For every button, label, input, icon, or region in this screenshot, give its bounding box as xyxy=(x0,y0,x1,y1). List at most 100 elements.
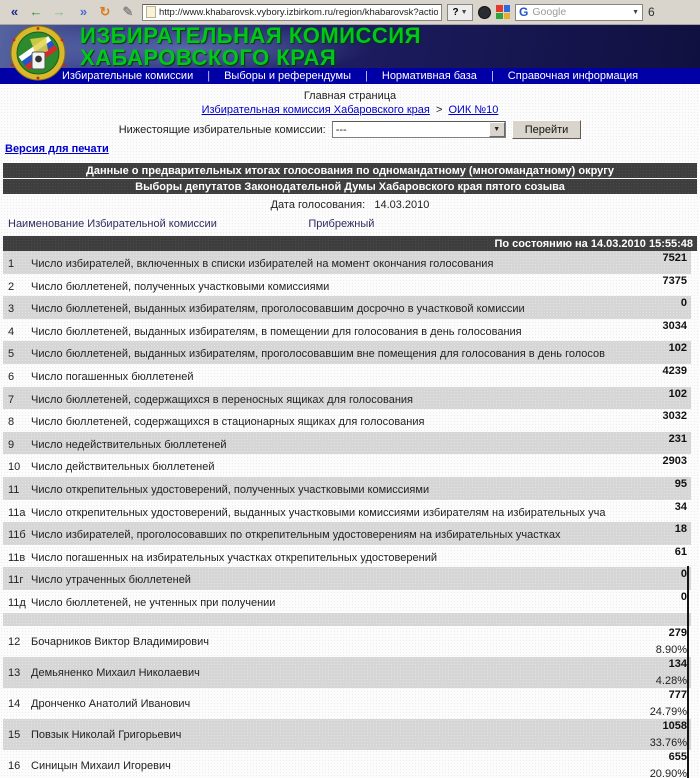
page-icon xyxy=(146,6,156,18)
nav-item-reference[interactable]: Справочная информация xyxy=(507,70,639,82)
table-row: 11д Число бюллетеней, не учтенных при по… xyxy=(3,590,691,613)
voting-date-row: Дата голосования: 14.03.2010 xyxy=(3,199,697,211)
commission-emblem-icon xyxy=(10,25,66,81)
row-value: 95 xyxy=(674,477,687,490)
messenger-icon[interactable] xyxy=(478,5,491,19)
candidate-percent: 8.90% xyxy=(655,643,687,656)
forward-icon[interactable]: → xyxy=(52,4,66,19)
table-row: 3 Число бюллетеней, выданных избирателям… xyxy=(3,296,691,319)
candidate-number: 13 xyxy=(8,666,21,679)
candidates-table: 12 Бочарников Виктор Владимирович 279 8.… xyxy=(3,626,691,778)
candidate-votes: 279 xyxy=(668,626,687,639)
browser-toolbar: « ← → » ↻ ✎ http://www.khabarovsk.vybory… xyxy=(0,0,700,25)
row-label: Число бюллетеней, не учтенных при получе… xyxy=(31,596,276,609)
row-value: 7521 xyxy=(662,252,687,264)
table-row: 1 Число избирателей, включенных в списки… xyxy=(3,251,691,274)
row-number: 5 xyxy=(8,348,15,361)
row-value: 4239 xyxy=(662,364,687,377)
table-row: 11а Число открепительных удостоверений, … xyxy=(3,500,691,523)
candidate-row: 14 Дронченко Анатолий Иванович 777 24.79… xyxy=(3,688,691,719)
print-version-link[interactable]: Версия для печати xyxy=(5,143,109,155)
nav-item-elections[interactable]: Выборы и референдумы xyxy=(224,70,352,82)
candidate-percent: 33.76% xyxy=(649,736,687,749)
row-label: Число недействительных бюллетеней xyxy=(31,438,227,451)
chevron-down-icon[interactable]: ▼ xyxy=(488,122,505,137)
rewind-icon[interactable]: « xyxy=(10,4,18,19)
commission-name-value: Прибрежный xyxy=(308,218,375,230)
page-content: Главная страница Избирательная комиссия … xyxy=(0,84,700,778)
row-label: Число бюллетеней, выданных избирателям, … xyxy=(31,325,522,338)
table-row: 11 Число открепительных удостоверений, п… xyxy=(3,476,691,500)
table-row: 9 Число недействительных бюллетеней 231 xyxy=(3,431,691,455)
subcommission-select[interactable]: --- ▼ xyxy=(331,121,506,138)
toolbar-partial-item: 6 xyxy=(648,5,655,19)
chevron-down-icon: ▼ xyxy=(460,8,468,16)
url-text[interactable]: http://www.khabarovsk.vybory.izbirkom.ru… xyxy=(159,6,438,18)
site-title-line2: ХАБАРОВСКОГО КРАЯ xyxy=(80,45,337,69)
row-value: 102 xyxy=(668,342,687,355)
window-border-line xyxy=(687,566,689,778)
table-row: 8 Число бюллетеней, содержащихся в стаци… xyxy=(3,409,691,432)
row-value: 18 xyxy=(674,523,687,536)
go-button[interactable]: Перейти xyxy=(511,120,582,139)
chevron-down-icon[interactable]: ▼ xyxy=(632,8,639,16)
table-row: 11г Число утраченных бюллетеней 0 xyxy=(3,567,691,590)
search-placeholder: Google xyxy=(532,6,567,18)
breadcrumb: Избирательная комиссия Хабаровского края… xyxy=(3,104,697,116)
candidate-name: Синицын Михаил Игоревич xyxy=(31,759,171,772)
subcommission-label: Нижестоящие избирательные комиссии: xyxy=(118,123,326,136)
candidate-number: 15 xyxy=(8,728,21,741)
table-row: 5 Число бюллетеней, выданных избирателям… xyxy=(3,341,691,364)
table-row: 7 Число бюллетеней, содержащихся в перен… xyxy=(3,386,691,410)
nav-separator: | xyxy=(207,70,211,82)
google-search-input[interactable]: G Google ▼ xyxy=(515,3,643,21)
google-toolbar-icon[interactable] xyxy=(496,5,510,19)
row-label: Число бюллетеней, полученных участковыми… xyxy=(31,280,330,293)
candidate-name: Повзык Николай Григорьевич xyxy=(31,728,182,741)
pencil-icon[interactable]: ✎ xyxy=(122,4,134,19)
candidate-row: 12 Бочарников Виктор Владимирович 279 8.… xyxy=(3,626,691,657)
table-spacer-row xyxy=(3,612,691,626)
row-label: Число погашенных бюллетеней xyxy=(31,370,194,383)
help-dropdown[interactable]: ? ▼ xyxy=(447,3,473,21)
row-value: 7375 xyxy=(662,274,687,287)
candidate-number: 12 xyxy=(8,635,21,648)
candidate-votes: 777 xyxy=(668,688,687,701)
row-label: Число бюллетеней, содержащихся в перенос… xyxy=(31,393,414,406)
fast-forward-icon[interactable]: » xyxy=(79,4,87,19)
reload-icon[interactable]: ↻ xyxy=(99,4,111,19)
back-icon[interactable]: ← xyxy=(29,4,43,19)
row-label: Число открепительных удостоверений, выда… xyxy=(31,506,606,519)
site-title: ИЗБИРАТЕЛЬНАЯ КОМИССИЯ ХАБАРОВСКОГО КРАЯ xyxy=(80,25,421,68)
row-label: Число действительных бюллетеней xyxy=(31,461,215,474)
candidate-name: Демьяненко Михаил Николаевич xyxy=(31,666,200,679)
row-label: Число бюллетеней, содержащихся в стацион… xyxy=(31,416,425,429)
breadcrumb-current-link[interactable]: ОИК №10 xyxy=(448,104,499,116)
row-number: 2 xyxy=(8,280,15,293)
row-value: 3034 xyxy=(662,319,687,332)
nav-separator: | xyxy=(365,70,368,82)
row-value: 231 xyxy=(668,432,687,445)
as-of-timestamp-bar: По состоянию на 14.03.2010 15:55:48 xyxy=(3,236,697,251)
row-value: 0 xyxy=(680,590,687,603)
nav-item-commissions[interactable]: Избирательные комиссии xyxy=(61,70,194,82)
breadcrumb-parent-link[interactable]: Избирательная комиссия Хабаровского края xyxy=(201,104,430,116)
results-table: 1 Число избирателей, включенных в списки… xyxy=(3,251,691,613)
breadcrumb-separator: > xyxy=(435,104,443,116)
home-page-label[interactable]: Главная страница xyxy=(303,90,397,102)
subcommission-select-value: --- xyxy=(335,123,347,136)
site-header: ИЗБИРАТЕЛЬНАЯ КОМИССИЯ ХАБАРОВСКОГО КРАЯ… xyxy=(0,25,700,84)
row-label: Число бюллетеней, выданных избирателям, … xyxy=(31,303,525,316)
row-number: 11б xyxy=(8,529,26,542)
candidate-number: 14 xyxy=(8,697,21,710)
address-bar[interactable]: http://www.khabarovsk.vybory.izbirkom.ru… xyxy=(142,3,442,21)
row-label: Число открепительных удостоверений, полу… xyxy=(31,483,430,496)
row-number: 11д xyxy=(8,596,26,609)
row-number: 11в xyxy=(8,551,26,564)
row-number: 9 xyxy=(8,438,15,451)
election-title-bar: Выборы депутатов Законодательной Думы Ха… xyxy=(3,179,697,194)
table-row: 2 Число бюллетеней, полученных участковы… xyxy=(3,274,691,297)
table-row: 11б Число избирателей, проголосовавших п… xyxy=(3,522,691,545)
nav-item-normative[interactable]: Нормативная база xyxy=(381,70,477,82)
candidate-name: Дронченко Анатолий Иванович xyxy=(31,697,191,710)
